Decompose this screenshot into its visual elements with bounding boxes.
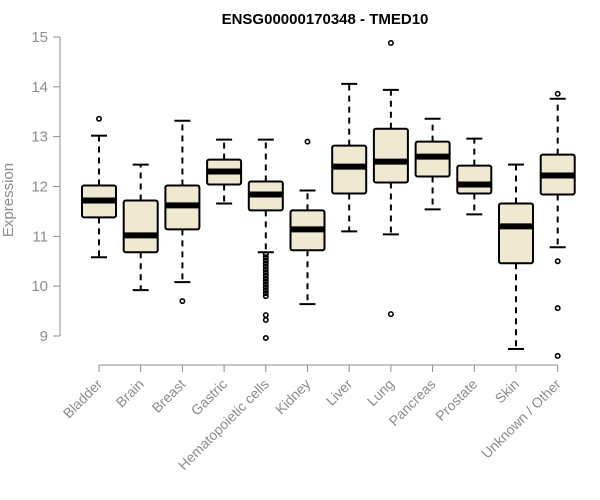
outlier-point — [262, 293, 269, 300]
box-group — [81, 115, 117, 259]
outlier-point — [262, 272, 269, 279]
outlier-point — [554, 352, 561, 359]
outlier-point — [262, 334, 269, 341]
box — [456, 164, 493, 195]
box-group — [456, 137, 493, 216]
box-series — [81, 39, 576, 359]
outlier-point — [387, 39, 394, 46]
y-axis-label: Expression — [0, 163, 17, 237]
x-tick-label: Unknown / Other — [478, 376, 564, 462]
box-group — [247, 138, 284, 341]
outlier-point — [554, 305, 561, 312]
box-group — [539, 90, 576, 359]
outlier-point — [262, 317, 269, 324]
chart-title: ENSG00000170348 - TMED10 — [222, 11, 429, 28]
x-tick-label: Liver — [323, 376, 356, 409]
box-group — [289, 138, 326, 306]
box-group — [331, 82, 368, 233]
box-group — [498, 163, 534, 350]
box-group — [164, 119, 201, 305]
box — [372, 127, 409, 184]
outlier-point — [262, 251, 269, 258]
outlier-point — [262, 290, 269, 297]
outlier-point — [262, 254, 269, 261]
outlier-point — [262, 284, 269, 291]
outlier-point — [387, 311, 394, 318]
x-tick-label: Brain — [112, 376, 146, 410]
y-tick-label: 11 — [32, 228, 48, 245]
y-tick-label: 10 — [31, 278, 48, 295]
outlier-point — [262, 312, 269, 319]
outlier-point — [262, 263, 269, 270]
outlier-point — [96, 115, 103, 122]
outlier-point — [262, 260, 269, 267]
outlier-point — [304, 138, 311, 145]
box — [122, 199, 159, 254]
box-group — [122, 163, 159, 292]
y-tick-label: 9 — [40, 328, 48, 345]
y-tick-label: 15 — [31, 29, 48, 46]
box — [498, 202, 534, 265]
x-tick-label: Skin — [492, 376, 523, 407]
outlier-point — [179, 298, 186, 305]
outlier-point — [554, 90, 561, 97]
x-tick-label: Lung — [364, 376, 397, 409]
y-tick-label: 14 — [31, 79, 48, 96]
outlier-point — [262, 287, 269, 294]
x-tick-label: Bladder — [60, 376, 106, 422]
box-group — [206, 138, 243, 205]
outlier-point — [262, 269, 269, 276]
outlier-point — [262, 281, 269, 288]
outlier-point — [554, 258, 561, 265]
x-tick-label: Kidney — [272, 376, 314, 418]
y-tick-label: 13 — [31, 129, 48, 146]
outlier-point — [262, 257, 269, 264]
box-group — [372, 39, 409, 318]
outlier-point — [262, 266, 269, 273]
y-axis: 9 10 11 12 13 14 15 — [31, 29, 61, 345]
outlier-point — [262, 275, 269, 282]
y-tick-label: 12 — [31, 179, 48, 196]
outlier-point — [262, 278, 269, 285]
x-tick-label: Breast — [149, 376, 189, 416]
x-tick-label: Prostate — [432, 376, 480, 424]
box-group — [414, 117, 451, 211]
